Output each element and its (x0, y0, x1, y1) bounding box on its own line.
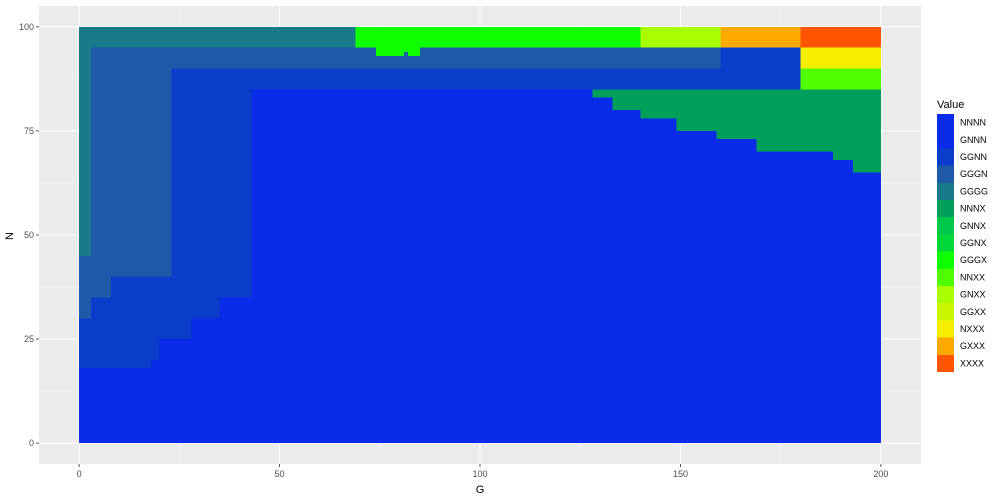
legend-key-gxxx (937, 337, 954, 355)
x-tick-label: 200 (873, 469, 888, 479)
axis-tick-labels: 0 50 100 150 200 0 25 50 75 100 (19, 22, 888, 479)
legend-key-nnxx (937, 268, 954, 286)
tile-gnxx (640, 26, 721, 48)
tile-gxxx (720, 26, 801, 48)
tile-nnnx (592, 89, 881, 98)
legend-label-ggxx: GGXX (960, 307, 986, 317)
legend-key-nnnn (937, 114, 954, 132)
legend-label-nnnx: NNNX (960, 204, 986, 214)
legend-label-gggx: GGGX (960, 255, 987, 265)
legend-key-xxxx (937, 354, 954, 372)
tile-gggx (407, 47, 420, 56)
legend-label-ggnn: GGNN (960, 152, 987, 162)
legend-label-gggn: GGGN (960, 169, 988, 179)
legend-key-gggx (937, 251, 954, 269)
y-tick-label: 25 (24, 334, 34, 344)
heatmap-tiles (79, 26, 881, 444)
legend-title: Value (937, 99, 964, 111)
tile-nxxx (800, 47, 881, 69)
legend-label-gnnx: GNNX (960, 221, 986, 231)
y-tick-label: 50 (24, 230, 34, 240)
tile-xxxx (800, 26, 881, 48)
legend-key-gggn (937, 165, 954, 183)
legend-key-nnnx (937, 200, 954, 218)
tile-gggx (375, 47, 404, 56)
legend-label-ggnx: GGNX (960, 238, 987, 248)
y-axis-title: N (4, 232, 16, 240)
legend-key-gnxx (937, 286, 954, 304)
x-tick-label: 0 (77, 469, 82, 479)
tile-nnnx (832, 151, 881, 161)
y-tick-label: 0 (29, 438, 34, 448)
x-tick-label: 150 (673, 469, 688, 479)
legend: NNNN GNNN GGNN GGGN GGGG NNNX GNNX GGNX GGGX NNXX… (937, 114, 988, 372)
y-tick-label: 100 (19, 22, 34, 32)
y-tick-label: 75 (24, 126, 34, 136)
legend-label-nnxx: NNXX (960, 272, 985, 282)
tile-gnnn (79, 380, 881, 444)
tile-nnnx (612, 97, 881, 111)
tile-nnnx (852, 160, 881, 173)
legend-key-gnnx (937, 217, 954, 235)
legend-key-ggxx (937, 303, 954, 321)
x-axis-title: G (476, 484, 485, 496)
legend-key-nxxx (937, 320, 954, 338)
tile-nnxx (800, 68, 881, 90)
legend-label-gxxx: GXXX (960, 341, 985, 351)
legend-key-ggnn (937, 148, 954, 166)
axis-ticks (36, 26, 882, 467)
tile-nnnx (756, 139, 881, 152)
legend-label-xxxx: XXXX (960, 358, 984, 368)
tile-nnnx (676, 118, 881, 131)
legend-key-ggnx (937, 234, 954, 252)
legend-key-gnnn (937, 131, 954, 149)
legend-label-nxxx: NXXX (960, 324, 985, 334)
tile-nnnx (716, 130, 881, 140)
x-tick-label: 50 (275, 469, 285, 479)
tile-nnnx (640, 110, 881, 119)
x-tick-label: 100 (472, 469, 487, 479)
legend-label-gggg: GGGG (960, 186, 988, 196)
legend-label-gnxx: GNXX (960, 290, 986, 300)
legend-label-nnnn: NNNN (960, 118, 986, 128)
tile-ggnn (720, 47, 801, 69)
legend-label-gnnn: GNNN (960, 135, 987, 145)
tile-gggn (79, 255, 92, 319)
legend-key-gggg (937, 182, 954, 200)
tile-gggx (355, 26, 641, 48)
tile-gggx (403, 47, 408, 52)
